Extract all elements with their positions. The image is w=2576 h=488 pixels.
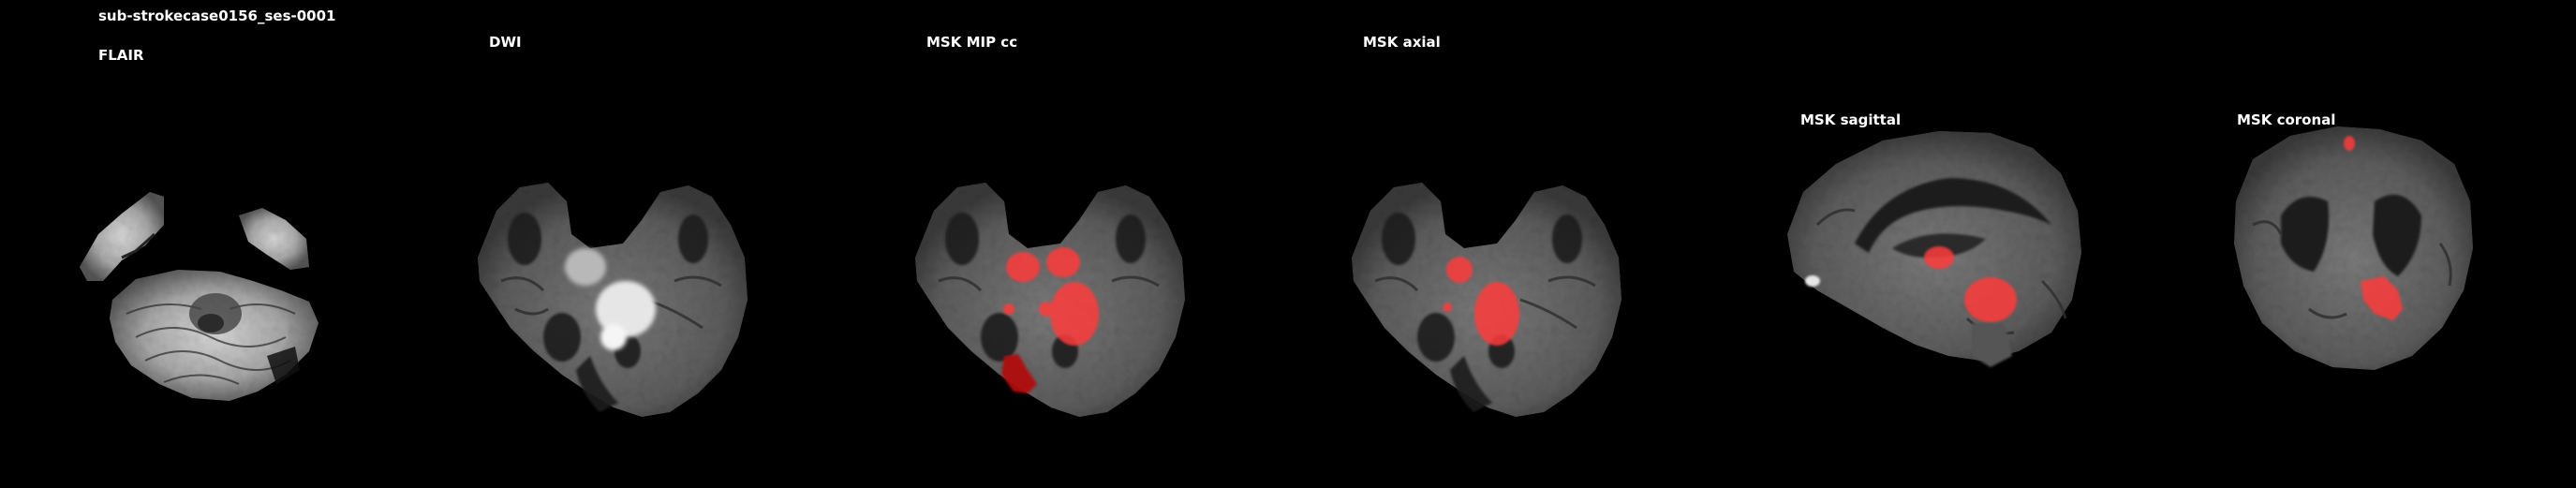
mask-axial-overlay-image bbox=[1333, 0, 1633, 488]
panel-label-mask-mip: MSK MIP cc bbox=[926, 34, 1018, 51]
mask-coronal-overlay-image bbox=[2225, 0, 2506, 488]
lesion-mask-region bbox=[1006, 252, 1040, 282]
flair-axial-slice-image bbox=[70, 0, 333, 488]
mask-sagittal-overlay-image bbox=[1780, 0, 2117, 488]
mask-mip-overlay-image bbox=[896, 0, 1196, 488]
figure-title: sub-strokecase0156_ses-0001 bbox=[98, 7, 336, 24]
panel-label-dwi: DWI bbox=[489, 34, 522, 51]
panel-label-mask-sagittal: MSK sagittal bbox=[1800, 111, 1902, 128]
panel-label-mask-coronal: MSK coronal bbox=[2237, 111, 2336, 128]
panel-label-flair: FLAIR bbox=[98, 47, 144, 64]
panel-label-mask-axial: MSK axial bbox=[1363, 34, 1441, 51]
dwi-axial-slice-image bbox=[459, 0, 759, 488]
